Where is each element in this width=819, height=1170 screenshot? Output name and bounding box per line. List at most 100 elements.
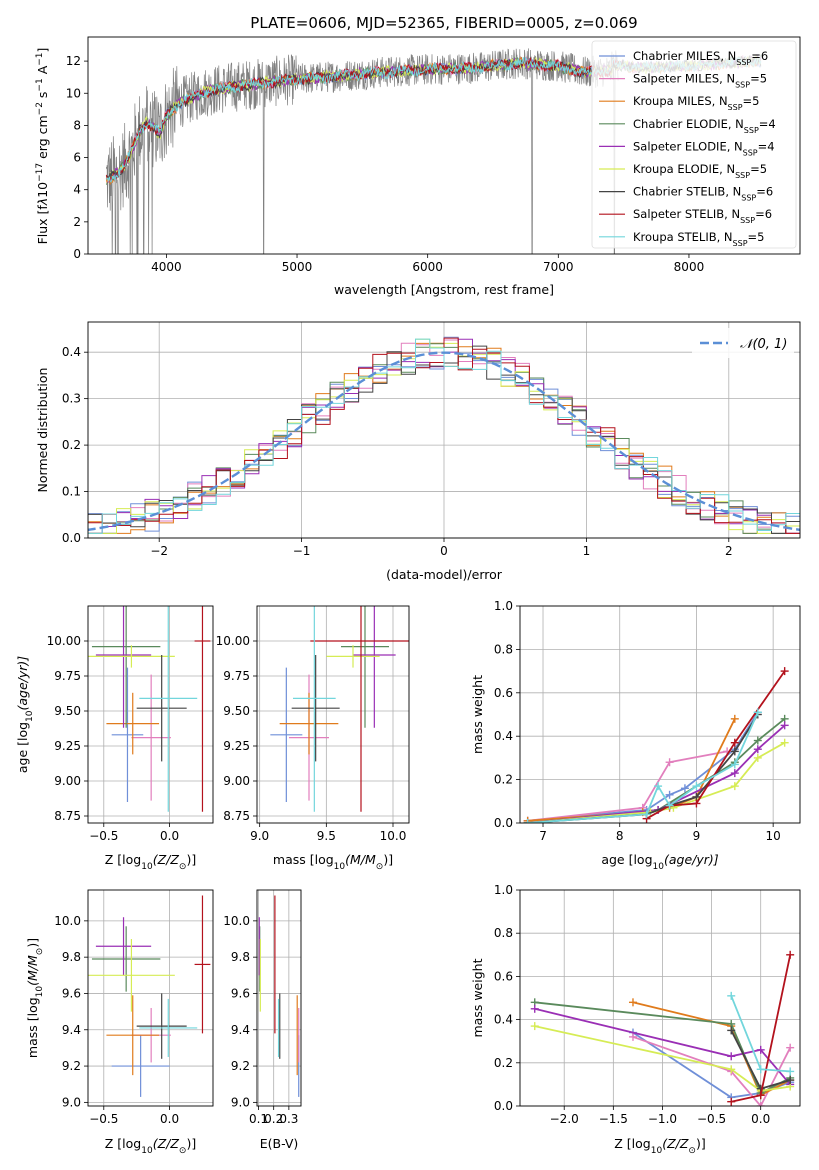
legend-label-suffix: =6 <box>755 207 772 221</box>
legend-label: Salpeter MILES, NSSP=5 <box>633 72 767 90</box>
legend-label-main: Salpeter ELODIE, N <box>633 139 743 153</box>
legend-label-suffix: =5 <box>743 94 760 108</box>
x-tick-label: 8000 <box>674 260 705 274</box>
error-bar-point <box>291 655 340 762</box>
error-bar-point <box>88 645 175 668</box>
spectrum-y-axis-label-part: −1 <box>35 78 45 91</box>
mass_vs_EBV-axes: 0.10.20.3 9.0 9.2 9.4 9.6 9.8 10.0 <box>223 890 301 1126</box>
y-tick-label: 0.8 <box>494 926 513 940</box>
mass-weight-point-marker <box>780 721 789 730</box>
legend-label-main: Kroupa STELIB, N <box>633 230 733 244</box>
age_vs_mass-x-axis-label-part: ⊙ <box>376 862 384 872</box>
massweight_vs_Z-x-axis-label-part: Z [log <box>614 1136 650 1151</box>
mass-weight-series-line <box>527 750 728 822</box>
legend-label-main: Chabrier STELIB, N <box>633 185 741 199</box>
spectrum-legend: Chabrier MILES, NSSP=6 Salpeter MILES, NS… <box>591 40 797 249</box>
massweight_vs_Z-x-axis-label-part: )] <box>696 1136 706 1151</box>
histogram-frame <box>87 321 801 539</box>
mass_vs_Z-axes: −0.5 0.0 9.0 9.2 9.4 9.6 9.8 10.0 <box>54 890 213 1126</box>
mass_vs_Z-y-axis-label: mass [log10(M/M⊙)] <box>25 938 45 1058</box>
error-bar-point <box>91 926 161 992</box>
y-tick-label: 2 <box>73 215 81 229</box>
y-tick-label: 0.4 <box>62 345 81 359</box>
spectrum-frame <box>87 36 801 255</box>
y-tick-label: 8 <box>73 118 81 132</box>
mass-weight-point-marker <box>730 738 739 747</box>
y-tick-label: 10.0 <box>54 914 81 928</box>
massweight_vs_age-frame <box>519 605 801 824</box>
error-bar-point <box>106 995 160 1076</box>
y-tick-label: 9.00 <box>54 774 81 788</box>
legend-label: Chabrier MILES, NSSP=6 <box>633 49 768 67</box>
massweight_vs_Z-x-axis-label-part: 10 <box>651 1146 663 1156</box>
mass-weight-point-marker <box>786 950 795 959</box>
legend-label-sub: SSP <box>735 171 750 180</box>
y-tick-label: 9.4 <box>231 1023 250 1037</box>
age_vs_Z-x-axis-label-part: (Z/Z <box>153 852 180 867</box>
y-tick-label: 0.2 <box>494 773 513 787</box>
x-tick-label: −2.0 <box>550 1112 579 1126</box>
mass-weight-point-marker <box>692 782 701 791</box>
y-tick-label: 0.4 <box>494 1013 513 1027</box>
mass_vs_EBV-frame <box>256 889 302 1107</box>
age_vs_Z-frame <box>87 605 214 824</box>
mass_vs_Z-y-axis-label-part: mass [log <box>25 997 40 1058</box>
error-bar-point <box>279 692 339 755</box>
y-tick-label: 9.2 <box>62 1059 81 1073</box>
mass_vs_Z-y-axis-label-part: )] <box>25 938 40 948</box>
mass-weight-point-marker <box>727 991 736 1000</box>
massweight_vs_Z-x-axis-label-part: (Z/Z <box>662 1136 689 1151</box>
x-tick-label: −1 <box>293 544 311 558</box>
x-tick-label: −0.5 <box>89 829 118 843</box>
y-tick-label: 10 <box>66 86 81 100</box>
x-tick-label: −2 <box>150 544 168 558</box>
spectrum-y-axis-label-part: −2 <box>35 102 45 115</box>
error-bar-point <box>293 606 336 812</box>
histogram-legend: 𝒩(0, 1) <box>692 328 794 358</box>
massweight_vs_Z-plot-area <box>530 950 795 1106</box>
error-bar-point <box>353 606 396 728</box>
spectrum-y-axis-label: Flux [fλ10−17 erg cm−2 s−1 A−1] <box>35 48 50 245</box>
x-tick-label: 1 <box>583 544 591 558</box>
x-tick-label: 10 <box>766 829 781 843</box>
legend-label-main: Kroupa MILES, N <box>633 94 728 108</box>
x-tick-label: 9.5 <box>317 829 336 843</box>
mass-weight-point-marker <box>753 708 762 717</box>
x-tick-label: 0.2 <box>264 1112 283 1126</box>
mass-weight-point-marker <box>680 784 689 793</box>
y-tick-label: 9.6 <box>231 986 250 1000</box>
mass-weight-point-marker <box>523 819 532 823</box>
spectrum-y-axis-label-part: −17 <box>35 163 45 182</box>
legend-label: Salpeter ELODIE, NSSP=4 <box>633 139 775 157</box>
mass-weight-point-marker <box>780 667 789 676</box>
mass-weight-point-marker <box>727 1065 736 1074</box>
y-tick-label: 9.0 <box>62 1095 81 1109</box>
mass-weight-point-marker <box>756 1065 765 1074</box>
mass-weight-point-marker <box>530 1004 539 1013</box>
mass_vs_Z-x-axis-label-part: 10 <box>141 1146 153 1156</box>
y-tick-label: 9.8 <box>62 950 81 964</box>
legend-label-main: Chabrier ELODIE, N <box>633 117 744 131</box>
error-bar-point <box>136 993 187 1059</box>
mass_vs_Z-frame <box>87 889 214 1107</box>
y-tick-label: 8.75 <box>223 809 250 823</box>
y-tick-label: 9.75 <box>54 669 81 683</box>
y-tick-label: 9.2 <box>231 1059 250 1073</box>
error-bar-point <box>95 606 152 728</box>
legend-label-suffix: =6 <box>756 185 773 199</box>
mass-weight-point-marker <box>753 745 762 754</box>
y-tick-label: 0.0 <box>494 816 513 830</box>
age_vs_mass-x-axis-label-part: )] <box>383 852 393 867</box>
y-tick-label: 0.6 <box>494 969 513 983</box>
age_vs_mass-x-axis-label-part: (M/M <box>345 852 376 867</box>
age_vs_mass-x-axis-label: mass [log10(M/M⊙)] <box>273 852 393 872</box>
y-tick-label: 10.0 <box>223 914 250 928</box>
y-tick-label: 6 <box>73 151 81 165</box>
age_vs_Z-x-axis-label: Z [log10(Z/Z⊙)] <box>105 852 196 872</box>
spectrum-y-axis-label-part: ] <box>35 48 50 53</box>
age_vs_Z-axes: −0.5 0.0 8.75 9.00 9.25 9.50 9.75 10.00 <box>47 606 213 843</box>
x-tick-label: 0.3 <box>279 1112 298 1126</box>
observed-spectrum-line <box>105 48 619 254</box>
y-tick-label: 0.8 <box>494 642 513 656</box>
age_vs_Z-y-axis-label-part: (age/yr)] <box>15 656 30 711</box>
